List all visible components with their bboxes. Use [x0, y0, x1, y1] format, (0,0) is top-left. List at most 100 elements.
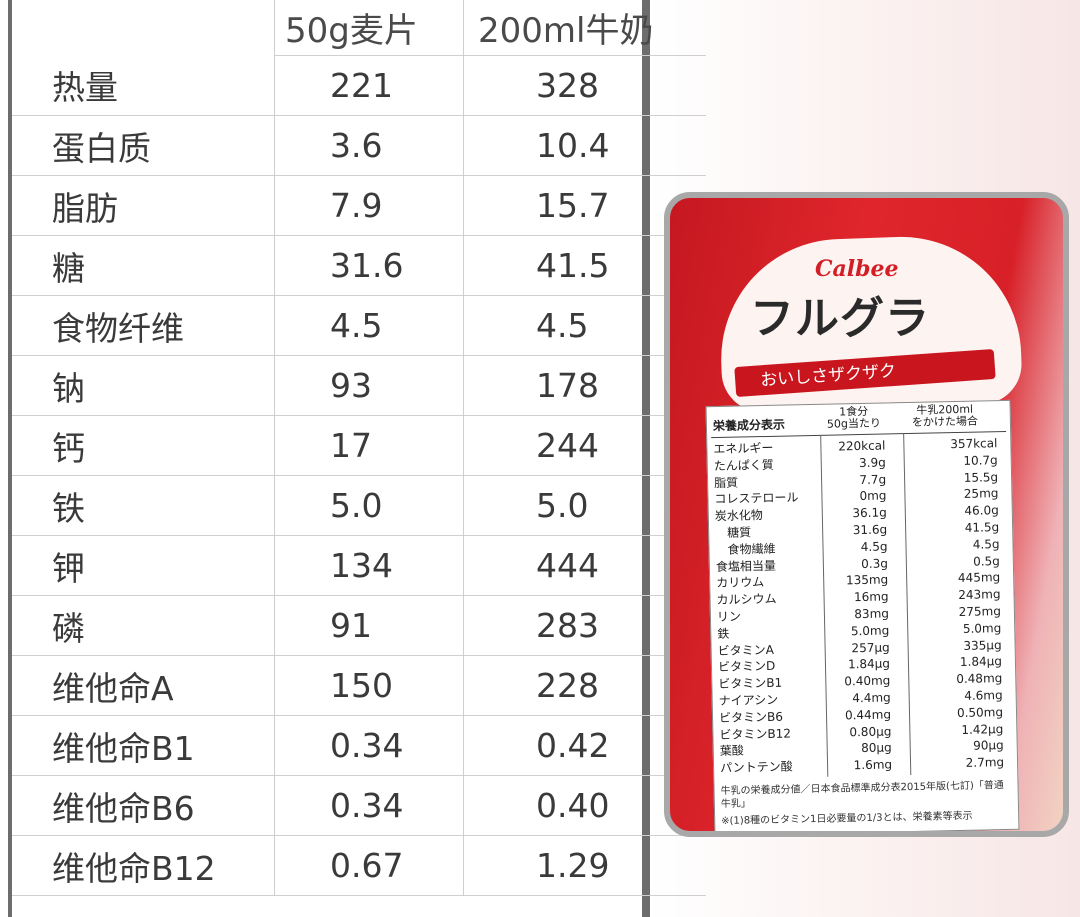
label-milk-value: 0.5g [972, 553, 1000, 569]
label-cereal-value: 1.6mg [853, 757, 893, 773]
label-nutrient: リン [716, 609, 742, 625]
cereal-value: 3.6 [274, 115, 464, 176]
brand-logo: Calbee [815, 256, 899, 282]
cereal-value: 0.34 [274, 715, 464, 776]
nutrient-name: 钠 [12, 355, 275, 416]
label-milk-value: 0.48mg [956, 671, 1003, 687]
cereal-value: 7.9 [274, 175, 464, 236]
label-nutrient: ビタミンA [717, 642, 775, 658]
nutrient-name: 维他命B12 [12, 835, 275, 896]
nutrient-name: 脂肪 [12, 175, 275, 236]
table-row: 维他命A 150 228 [12, 655, 706, 716]
table-row: 食物纤维 4.5 4.5 [12, 295, 706, 356]
label-milk-value: 41.5g [964, 520, 1000, 535]
label-milk-value: 357kcal [950, 436, 998, 452]
nutrient-name: 维他命A [12, 655, 275, 716]
cereal-value: 221 [274, 55, 464, 116]
label-col-cereal: 1食分 50g当たり [826, 404, 882, 431]
label-cereal-value: 83mg [854, 606, 890, 622]
label-cereal-value: 4.5g [860, 539, 888, 554]
label-milk-value: 4.5g [972, 536, 1000, 552]
label-nutrient: ナイアシン [718, 692, 779, 708]
label-cereal-value: 0.3g [861, 556, 889, 571]
milk-value: 10.4 [463, 115, 706, 176]
label-cereal-value: 4.4mg [852, 690, 891, 706]
label-nutrient: パントテン酸 [719, 759, 793, 776]
table-row: 磷 91 283 [12, 595, 706, 656]
product-name: フルグラ [750, 293, 930, 344]
label-nutrient: コレステロール [714, 490, 799, 507]
header-milk: 200ml牛奶 [463, 0, 706, 56]
label-milk-value: 243mg [958, 587, 1001, 603]
label-nutrient: 食物繊維 [715, 541, 776, 557]
label-nutrient: ビタミンB6 [718, 709, 784, 725]
nutrient-name: 维他命B1 [12, 715, 275, 776]
label-header: 栄養成分表示 [712, 417, 786, 434]
table-row: 糖 31.6 41.5 [12, 235, 706, 296]
label-milk-value: 4.6mg [964, 688, 1003, 703]
label-milk-value: 0.50mg [956, 704, 1004, 720]
nutrient-name: 热量 [12, 55, 275, 116]
cereal-value: 150 [274, 655, 464, 716]
nutrient-name: 钾 [12, 535, 275, 596]
label-cereal-value: 135mg [845, 572, 889, 588]
label-cereal-value: 257μg [851, 640, 890, 655]
label-milk-value: 90μg [973, 738, 1004, 754]
label-footnote-2: ※(1)8種のビタミン1日必要量の1/3とは、栄養素等表示 [721, 810, 973, 828]
table-row: 铁 5.0 5.0 [12, 475, 706, 536]
label-milk-value: 5.0mg [962, 620, 1002, 636]
milk-value: 1.29 [463, 835, 706, 896]
label-cereal-value: 0.40mg [844, 673, 891, 689]
header-cereal: 50g麦片 [274, 0, 464, 56]
label-nutrient: ビタミンB1 [718, 675, 783, 692]
nutrient-name: 食物纤维 [12, 295, 275, 356]
milk-value: 15.7 [463, 175, 706, 236]
label-milk-value: 1.84μg [959, 654, 1003, 670]
label-cereal-value: 3.9g [858, 455, 886, 470]
table-row: 钙 17 244 [12, 415, 706, 476]
cereal-value: 17 [274, 415, 464, 476]
label-nutrient: カルシウム [716, 591, 777, 608]
table-row: 蛋白质 3.6 10.4 [12, 115, 706, 176]
package-photo: Calbee フルグラ おいしさザクザク 栄養成分表示 1食分 50g当たり 牛… [664, 192, 1069, 837]
table-header-row: 50g麦片 200ml牛奶 [12, 0, 706, 56]
label-cereal-value: 80μg [861, 740, 892, 756]
label-nutrient: 葉酸 [719, 743, 744, 759]
nutrient-name: 钙 [12, 415, 275, 476]
label-cereal-value: 7.7g [859, 472, 887, 487]
label-cereal-value: 0.44mg [844, 707, 892, 723]
nutrition-table-panel: 50g麦片 200ml牛奶 热量 221 328 蛋白质 3.6 10.4 脂肪 7.9 15.… [8, 0, 706, 917]
label-milk-value: 46.0g [964, 503, 999, 519]
label-nutrient: 食塩相当量 [715, 558, 777, 574]
label-footnote: 牛乳の栄養成分値／日本食品標準成分表2015年版(七訂)「普通牛乳」 [720, 780, 1004, 811]
label-milk-value: 335μg [963, 637, 1002, 653]
nutrition-label: 栄養成分表示 1食分 50g当たり 牛乳200ml をかけた場合 エネルギー 22… [705, 399, 1020, 831]
nutrient-name: 糖 [12, 235, 275, 296]
header-empty-cell [12, 0, 275, 56]
label-nutrient: ビタミンD [717, 659, 776, 675]
cereal-value: 31.6 [274, 235, 464, 296]
label-cereal-value: 220kcal [838, 438, 886, 454]
label-cereal-value: 16mg [853, 589, 889, 605]
cereal-value: 134 [274, 535, 464, 596]
cereal-value: 4.5 [274, 295, 464, 356]
nutrient-name: 磷 [12, 595, 275, 656]
label-cereal-value: 0.80μg [849, 723, 892, 739]
nutrient-name: 蛋白质 [12, 115, 275, 176]
cereal-value: 91 [274, 595, 464, 656]
table-row: 维他命B1 0.34 0.42 [12, 715, 706, 776]
label-milk-value: 445mg [957, 570, 1001, 586]
label-milk-value: 10.7g [963, 452, 998, 468]
cereal-value: 0.67 [274, 835, 464, 896]
cereal-value: 0.34 [274, 775, 464, 836]
label-milk-value: 275mg [958, 604, 1002, 619]
table-row: 钠 93 178 [12, 355, 706, 416]
nutrient-name: 维他命B6 [12, 775, 275, 836]
label-nutrient: たんぱく質 [713, 457, 774, 473]
milk-value: 328 [463, 55, 706, 116]
cereal-value: 93 [274, 355, 464, 416]
label-col-milk: 牛乳200ml をかけた場合 [911, 402, 979, 429]
label-milk-value: 25mg [963, 486, 999, 502]
nutrition-table: 50g麦片 200ml牛奶 热量 221 328 蛋白质 3.6 10.4 脂肪 7.9 15.… [12, 0, 706, 896]
label-cereal-value: 5.0mg [850, 623, 890, 639]
